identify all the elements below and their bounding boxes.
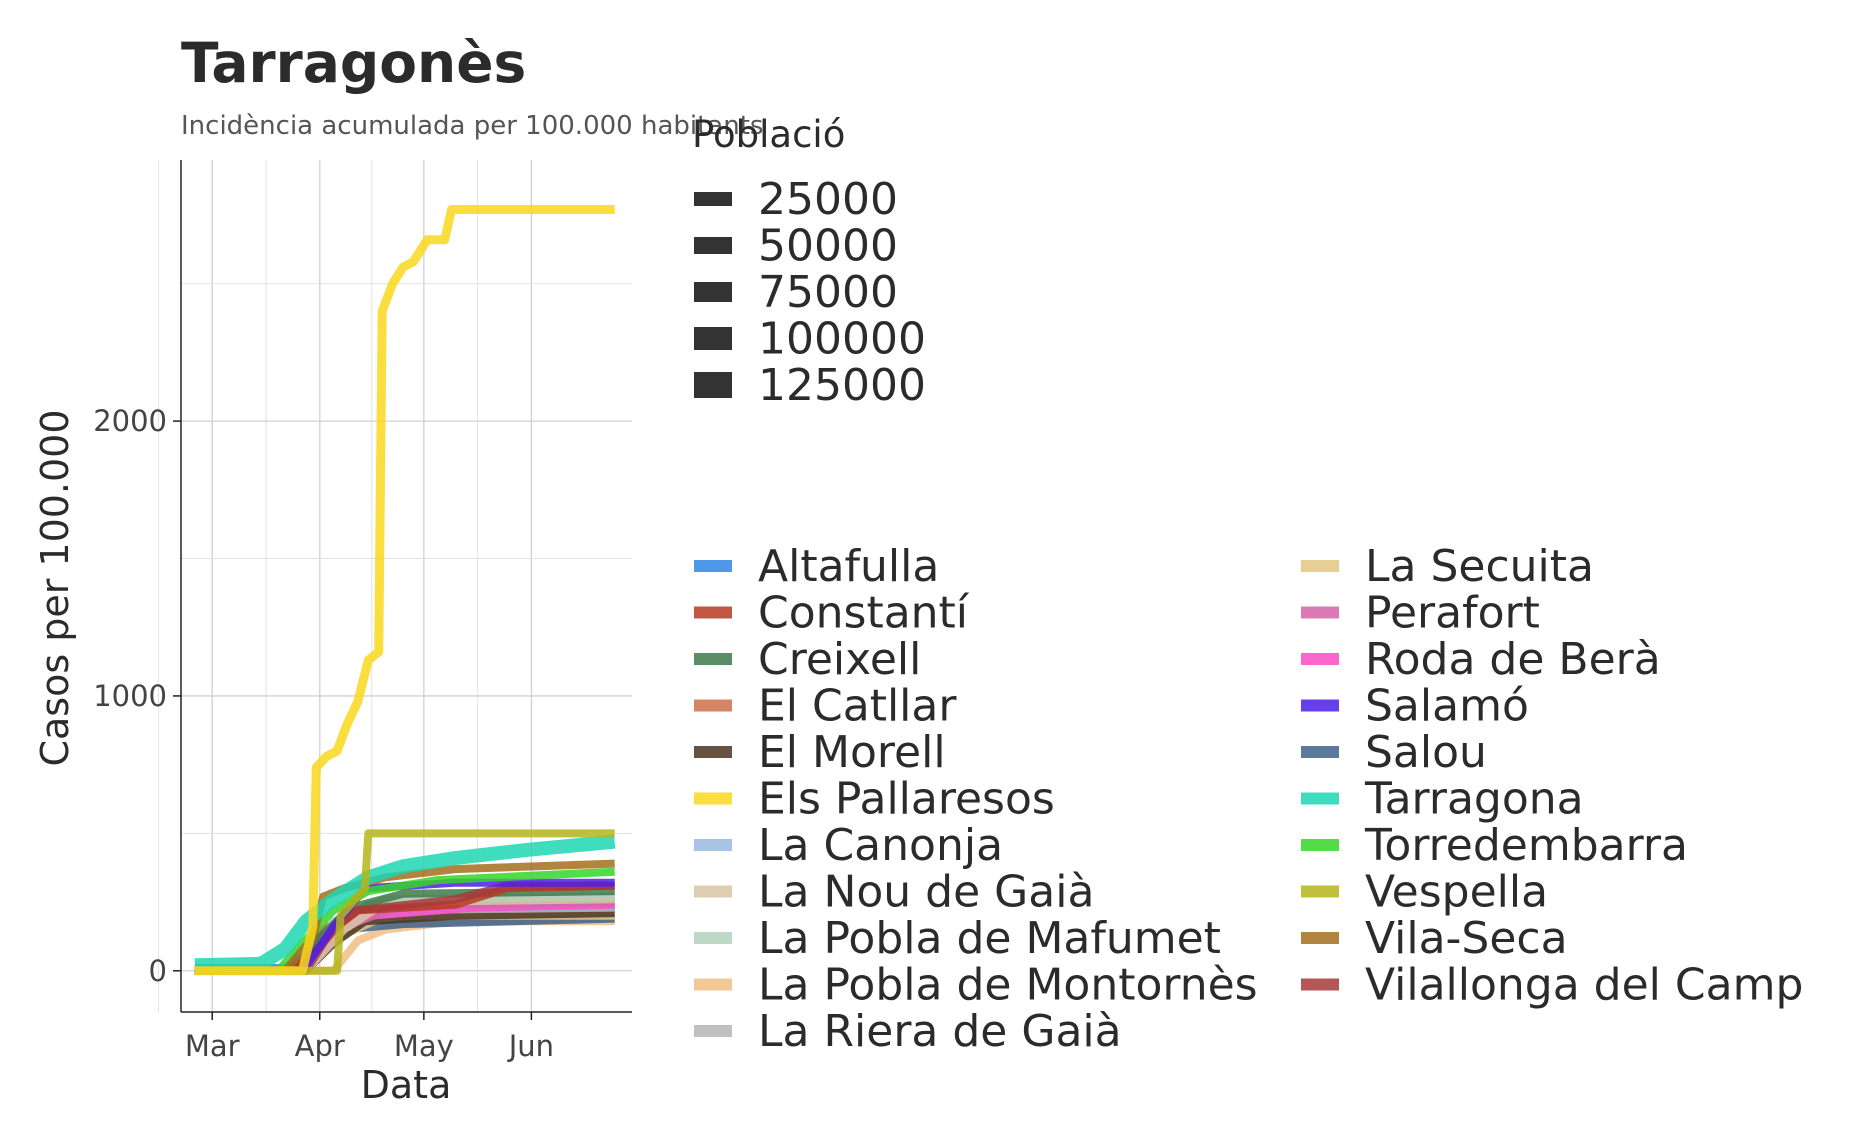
size-legend-key [694,372,732,398]
legend-label-creixell: Creixell [758,634,921,685]
legend-label-la-canonja: La Canonja [758,820,1003,871]
legend-key-salamo [1301,699,1339,712]
size-legend-key [694,327,732,350]
size-legend-label: 50000 [758,221,898,272]
legend-label-vilallonga-del-camp: Vilallonga del Camp [1365,960,1803,1011]
plot-area: Mar Apr May Jun 0 1000 2000 [93,160,632,1063]
series-lines [194,205,616,976]
x-tick-label: Apr [295,1029,345,1063]
series-line-tarragona [194,834,616,973]
legend-key-el-catllar [694,699,732,712]
size-legend-label: 125000 [758,360,926,411]
legend-label-vespella: Vespella [1365,867,1548,918]
legend-label-els-pallaresos: Els Pallaresos [758,774,1055,825]
legend-key-constanti [694,606,732,619]
size-legend-key [694,192,732,206]
series-line-vespella [194,829,615,975]
legend-key-creixell [694,653,732,665]
x-tick-label: Jun [507,1029,554,1063]
y-tick-label: 0 [149,954,167,988]
legend-label-tarragona: Tarragona [1364,774,1584,825]
legend-label-el-catllar: El Catllar [758,681,957,732]
legend-label-salou: Salou [1365,727,1487,778]
legend-key-el-morell [694,746,732,758]
legend-key-perafort [1301,606,1339,619]
legend-key-la-secuita [1301,560,1339,572]
x-tick-label: May [394,1029,454,1063]
legend-label-perafort: Perafort [1365,588,1540,639]
y-axis-label: Casos per 100.000 [33,409,77,766]
chart-title: Tarragonès [181,31,526,95]
legend-label-roda-de-bera: Roda de Berà [1365,634,1661,685]
x-axis-label: Data [361,1063,452,1107]
legend-key-els-pallaresos [694,792,732,805]
legend-key-la-riera-de-gaia [694,1025,732,1037]
legend-label-constanti: Constantí [758,588,970,639]
legend-label-la-pobla-de-montornes: La Pobla de Montornès [758,960,1258,1011]
legend-label-torredembarra: Torredembarra [1364,820,1688,871]
legend-label-altafulla: Altafulla [758,541,939,592]
legend-key-tarragona [1301,792,1339,805]
legend-key-la-nou-de-gaia [694,885,732,898]
legend-key-roda-de-bera [1301,653,1339,665]
legend-key-vespella [1301,885,1339,898]
legend-label-vila-seca: Vila-Seca [1365,913,1568,964]
legend-key-la-canonja [694,839,732,851]
size-legend-key [694,237,732,254]
legend-key-torredembarra [1301,839,1339,851]
size-legend-label: 75000 [758,267,898,318]
legend-label-salamo: Salamó [1365,681,1529,732]
legend-key-vila-seca [1301,932,1339,944]
y-tick-label: 2000 [93,404,167,438]
chart-subtitle: Incidència acumulada per 100.000 habitan… [181,111,763,141]
size-legend-title: Població [692,113,845,156]
legend-key-vilallonga-del-camp [1301,978,1339,991]
legend-label-el-morell: El Morell [758,727,946,778]
x-tick-label: Mar [185,1029,240,1063]
legend-label-la-pobla-de-mafumet: La Pobla de Mafumet [758,913,1221,964]
size-legend-label: 25000 [758,174,898,225]
legend-key-la-pobla-de-mafumet [694,932,732,944]
series-line-els-pallaresos [194,205,615,976]
legend-key-altafulla [694,560,732,572]
legend-key-salou [1301,746,1339,758]
size-legend-label: 100000 [758,314,926,365]
legend-label-la-secuita: La Secuita [1365,541,1594,592]
legend-label-la-nou-de-gaia: La Nou de Gaià [758,867,1094,918]
legend-label-la-riera-de-gaia: La Riera de Gaià [758,1006,1122,1057]
legend-key-la-pobla-de-montornes [694,978,732,991]
y-tick-label: 1000 [93,679,167,713]
size-legend-key [694,282,732,302]
